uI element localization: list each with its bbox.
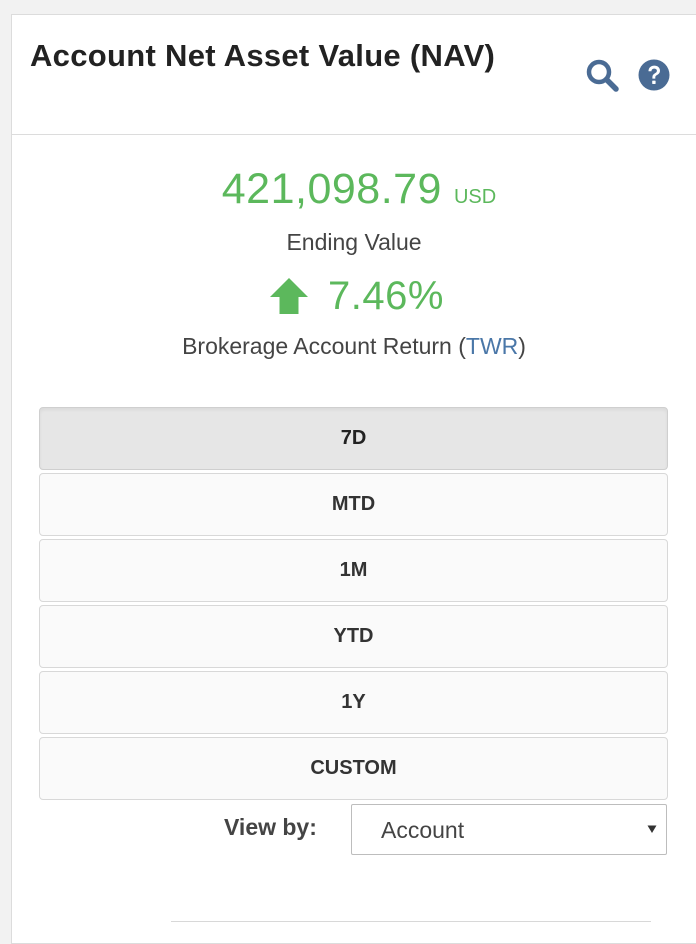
nav-summary: 421,098.79 USD Ending Value 7.46% Broker… (12, 165, 696, 361)
view-by-label: View by: (224, 814, 317, 840)
return-label: Brokerage Account Return (TWR) (12, 331, 696, 361)
search-icon[interactable] (585, 58, 619, 92)
ending-value: 421,098.79 (221, 165, 442, 213)
return-value: 7.46% (328, 273, 444, 318)
arrow-up-icon (270, 278, 309, 314)
period-button-1y[interactable]: 1Y (39, 671, 668, 734)
return-label-suffix: ) (518, 333, 526, 359)
period-button-7d[interactable]: 7D (39, 407, 668, 470)
widget-header: Account Net Asset Value (NAV) (12, 15, 696, 135)
widget-title: Account Net Asset Value (NAV) (30, 38, 496, 73)
nav-widget: Account Net Asset Value (NAV) 421,098.79… (11, 14, 696, 944)
currency-label: USD (453, 186, 497, 208)
view-by-selected-value: Account (381, 817, 465, 843)
ending-value-row: 421,098.79 USD (12, 165, 696, 221)
help-icon[interactable] (637, 58, 671, 92)
return-row: 7.46% (12, 271, 696, 321)
divider (171, 921, 651, 922)
period-button-1m[interactable]: 1M (39, 539, 668, 602)
period-selector: 7D MTD 1M YTD 1Y CUSTOM (39, 407, 668, 803)
caret-down-icon (647, 825, 657, 833)
return-label-prefix: Brokerage Account Return ( (182, 333, 466, 359)
period-button-custom[interactable]: CUSTOM (39, 737, 668, 800)
period-button-ytd[interactable]: YTD (39, 605, 668, 668)
period-button-mtd[interactable]: MTD (39, 473, 668, 536)
twr-link[interactable]: TWR (465, 333, 519, 359)
view-by-select[interactable]: Account (351, 804, 667, 855)
ending-value-label: Ending Value (286, 229, 422, 255)
